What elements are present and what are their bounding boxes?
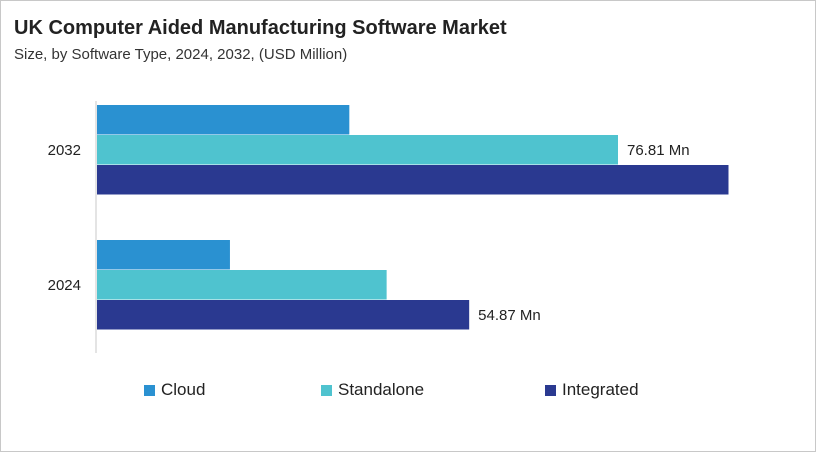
legend-item-cloud: Cloud — [144, 380, 205, 400]
data-label-standalone-2032: 76.81 Mn — [627, 142, 690, 159]
bar-integrated-2024 — [97, 300, 470, 330]
bar-integrated-2032 — [97, 165, 729, 195]
y-tick-label-2032: 2032 — [48, 142, 81, 159]
y-tick-label-2024: 2024 — [48, 277, 81, 294]
legend-label-standalone: Standalone — [338, 380, 425, 399]
bar-cloud-2032 — [97, 105, 350, 135]
legend-item-standalone: Standalone — [321, 380, 424, 400]
legend-swatch-cloud — [144, 384, 155, 396]
legend-item-integrated: Integrated — [545, 380, 639, 400]
legend-label-integrated: Integrated — [562, 380, 639, 399]
chart-title: UK Computer Aided Manufacturing Software… — [14, 17, 507, 39]
bar-standalone-2024 — [97, 270, 387, 300]
legend-swatch-standalone — [321, 384, 332, 396]
legend-swatch-integrated — [545, 384, 556, 396]
data-label-integrated-2024: 54.87 Mn — [478, 307, 541, 324]
bar-cloud-2024 — [97, 240, 230, 270]
bar-standalone-2032 — [97, 135, 618, 165]
legend-label-cloud: Cloud — [161, 380, 206, 399]
chart-subtitle: Size, by Software Type, 2024, 2032, (USD… — [14, 46, 348, 63]
